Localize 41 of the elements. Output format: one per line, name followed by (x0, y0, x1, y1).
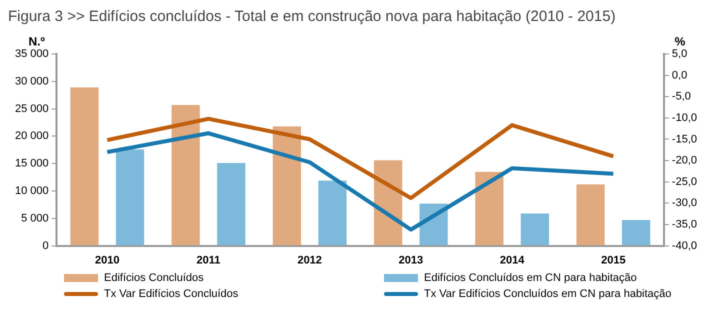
y2-tick-label: 0,0 (672, 69, 688, 82)
y2-tick-label: -5,0 (672, 90, 691, 103)
chart-title: Figura 3 >> Edifícios concluídos - Total e em construção nova para habitação (2010 - 2015) (8, 8, 617, 27)
y-tick-label: 10 000 (14, 185, 49, 198)
x-tick-label: 2011 (196, 254, 220, 266)
y2-tick-label: -30,0 (672, 197, 698, 210)
y-tick-label: 35 000 (14, 48, 49, 60)
x-tick-label: 2012 (297, 254, 322, 266)
y2-tick-label: -20,0 (672, 154, 698, 167)
y2-tick-label: -35,0 (672, 218, 698, 231)
y-tick-label: 20 000 (14, 130, 49, 142)
bar (272, 126, 302, 246)
bar (116, 149, 144, 246)
y2-tick-label: -25,0 (672, 176, 698, 188)
x-tick-label: 2014 (500, 254, 526, 266)
bar (172, 104, 200, 246)
y2-tick-label: -10,0 (672, 112, 698, 124)
legend-label: Edifícios Concluídos em CN para habitação (424, 272, 637, 284)
x-tick-label: 2010 (95, 254, 120, 266)
y-tick-label: 0 (42, 240, 49, 252)
y-tick-label: 15 000 (14, 158, 49, 170)
bar (576, 184, 605, 246)
bar (622, 220, 650, 246)
y-axis-title: N.º (28, 34, 46, 48)
legend-label: Edifícios Concluídos (104, 272, 204, 284)
bar (520, 213, 549, 246)
y2-tick-label: -15,0 (672, 133, 698, 146)
legend-label: Tx Var Edifícios Concluídos (104, 288, 238, 300)
y-tick-label: 30 000 (14, 75, 49, 88)
y-tick-label: 25 000 (14, 102, 49, 115)
y2-tick-label: -40,0 (672, 240, 698, 252)
x-tick-label: 2013 (398, 254, 424, 266)
y2-axis-title: % (674, 34, 686, 48)
y-tick-label: 5 000 (21, 212, 49, 224)
bar (318, 180, 347, 246)
legend-label: Tx Var Edifícios Concluídos em CN para habitação (424, 288, 672, 300)
bar (217, 163, 246, 246)
bar (70, 87, 99, 246)
bar (475, 172, 504, 246)
y2-tick-label: 5,0 (672, 48, 688, 60)
x-tick-label: 2015 (601, 254, 626, 266)
